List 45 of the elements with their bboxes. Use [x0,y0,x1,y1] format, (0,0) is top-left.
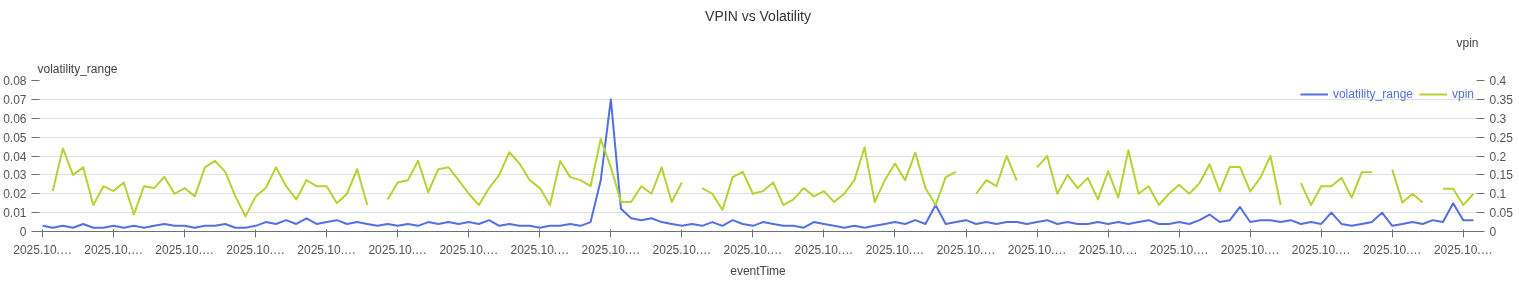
legend-label: volatility_range [1332,87,1413,101]
y2-tick-label: 0.25 [1489,130,1514,145]
x-tick-label: 2025.10.… [723,242,783,257]
x-tick-label: 2025.10.… [439,242,499,257]
y-tick-label: 0.08 [3,74,27,88]
x-tick-label: 2025.10.… [1220,242,1280,257]
y-tick-label: 0 [19,225,27,239]
x-tick-label: 2025.10.… [652,242,712,257]
x-tick-label: 2025.10.… [1291,242,1351,257]
y2-tick-label: 0.35 [1489,92,1514,107]
x-tick-label: 2025.10.… [1362,242,1422,257]
x-tick-label: 2025.10.… [226,242,286,257]
x-tick-label: 2025.10.… [368,242,428,257]
x-tick-label: 2025.10.… [297,242,357,257]
x-axis-title: eventTime [730,263,787,278]
y2-tick-label: 0.2 [1489,149,1507,164]
y-tick-label: 0.04 [3,149,27,164]
x-tick-label: 2025.10.… [1078,242,1138,257]
y2-tick-label: 0.05 [1489,206,1514,221]
x-tick-label: 2025.10.… [581,242,641,257]
y2-tick-label: 0.3 [1489,111,1507,126]
y2-tick-label: 0.15 [1489,168,1514,183]
y-axis-title: volatility_range [37,61,118,76]
x-tick-label: 2025.10.… [936,242,996,257]
y2-tick-label: 0 [1489,225,1497,239]
chart-title: VPIN vs Volatility [705,7,811,24]
x-tick-label: 2025.10.… [1007,242,1067,257]
y-tick-label: 0.02 [3,187,27,202]
x-tick-label: 2025.10.… [84,242,143,257]
legend-label: vpin [1451,87,1474,101]
y-tick-label: 0.07 [3,92,27,107]
x-tick-label: 2025.10.… [155,242,215,257]
x-tick-label: 2025.10.… [794,242,854,257]
y2-tick-label: 0.4 [1489,74,1507,88]
y2-tick-label: 0.1 [1489,187,1507,202]
y-tick-label: 0.03 [3,168,27,183]
x-tick-label: 2025.10.… [1433,242,1493,257]
y-tick-label: 0.01 [3,206,27,221]
x-tick-label: 2025.10.… [865,242,925,257]
x-tick-label: 2025.10.… [1149,242,1209,257]
y2-axis-title: vpin [1456,35,1479,50]
y-tick-label: 0.06 [3,111,27,126]
x-tick-label: 2025.10.… [510,242,570,257]
y-tick-label: 0.05 [3,130,27,145]
x-tick-label: 2025.10.… [13,242,72,257]
